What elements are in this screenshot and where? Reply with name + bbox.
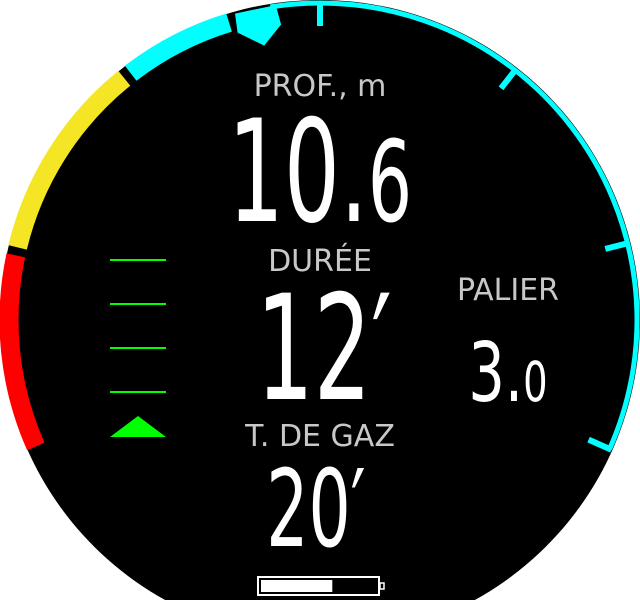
depth-value-main: 10.	[227, 90, 368, 255]
battery-icon	[257, 576, 385, 596]
scale-tick	[604, 239, 631, 252]
stop-label: PALIER	[456, 273, 560, 308]
gas-time-label: T. DE GAZ	[245, 419, 395, 454]
ring-segment-cyan	[124, 13, 232, 81]
ring-scale-cyan	[270, 0, 640, 450]
stop-value-main: 3.	[468, 326, 524, 421]
stop-value: 3.0	[468, 333, 547, 415]
duration-value: 12′	[256, 264, 392, 434]
ring-segment-yellow	[8, 70, 131, 250]
depth-value-decimal: 6	[367, 118, 413, 248]
ascent-bar	[110, 347, 166, 349]
ascent-rate-indicator	[110, 259, 166, 437]
stop-value-decimal: 0	[523, 350, 548, 414]
gas-time-value: 20′	[266, 448, 366, 572]
depth-marker-icon	[235, 5, 282, 46]
duration-label: DURÉE	[268, 244, 372, 279]
ring-segment-red	[0, 253, 45, 451]
depth-label: PROF., m	[253, 69, 387, 104]
depth-value: 10.6	[228, 102, 412, 244]
battery-level	[261, 580, 333, 592]
ascent-bar	[110, 391, 166, 393]
scale-tick	[587, 436, 613, 453]
scale-tick	[498, 66, 519, 91]
depth-ring	[0, 0, 640, 453]
ascent-bar	[110, 259, 166, 261]
triangle-up-icon	[110, 416, 166, 437]
ascent-bar	[110, 303, 166, 305]
